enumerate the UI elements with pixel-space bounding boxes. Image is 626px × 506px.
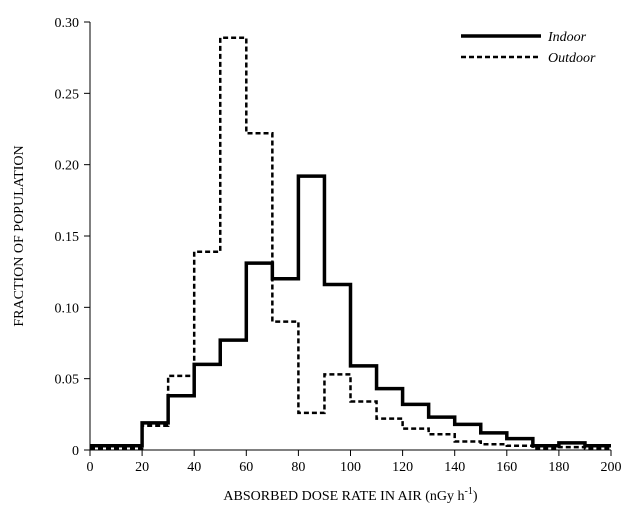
x-tick-label: 40 xyxy=(187,460,201,475)
outdoor-series-line xyxy=(90,36,611,450)
y-tick-label: 0.30 xyxy=(55,16,80,31)
x-tick-label: 120 xyxy=(392,460,413,475)
x-tick-label: 60 xyxy=(239,460,253,475)
x-tick-label: 200 xyxy=(601,460,622,475)
indoor-series-line xyxy=(90,174,611,448)
x-tick-label: 100 xyxy=(340,460,361,475)
y-tick-label: 0.15 xyxy=(55,230,80,245)
x-tick-label: 80 xyxy=(291,460,305,475)
series-layer xyxy=(90,36,611,450)
legend-label-outdoor: Outdoor xyxy=(548,51,596,66)
legend: Indoor Outdoor xyxy=(461,30,596,66)
y-tick-label: 0 xyxy=(72,444,79,459)
x-tick-label: 160 xyxy=(496,460,517,475)
x-axis-title-superscript: -1 xyxy=(465,486,473,497)
x-axis-title-main: ABSORBED DOSE RATE IN AIR (nGy h xyxy=(223,489,464,504)
x-tick-label: 140 xyxy=(444,460,465,475)
y-tick-label: 0.10 xyxy=(55,301,80,316)
x-axis-title: ABSORBED DOSE RATE IN AIR (nGy h-1) xyxy=(223,486,477,504)
legend-label-indoor: Indoor xyxy=(547,30,587,45)
x-tick-label: 0 xyxy=(87,460,94,475)
y-tick-label: 0.20 xyxy=(55,159,80,174)
x-ticks: 0 20 40 60 80 100 120 140 160 180 200 xyxy=(87,450,622,475)
y-tick-label: 0.05 xyxy=(55,373,80,388)
y-tick-label: 0.25 xyxy=(55,87,80,102)
x-tick-label: 20 xyxy=(135,460,149,475)
y-ticks: 0 0.05 0.10 0.15 0.20 0.25 0.30 xyxy=(55,16,90,459)
x-tick-label: 180 xyxy=(548,460,569,475)
x-axis-title-suffix: ) xyxy=(473,489,478,504)
y-axis-title: FRACTION OF POPULATION xyxy=(12,145,27,326)
